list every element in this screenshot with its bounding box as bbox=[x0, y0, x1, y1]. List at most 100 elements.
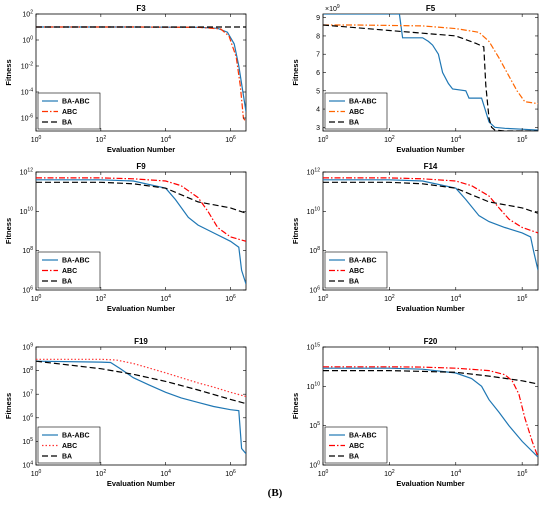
y-axis-label: Fitness bbox=[4, 218, 13, 244]
legend-label-ba: BA bbox=[62, 454, 72, 461]
legend-label-ba: BA bbox=[349, 279, 359, 286]
y-tick-label: 106 bbox=[309, 285, 320, 294]
x-tick-label: 106 bbox=[517, 135, 528, 144]
series-line-ba bbox=[323, 181, 538, 214]
y-tick-label: 106 bbox=[22, 413, 33, 422]
legend-label-abc: ABC bbox=[62, 268, 77, 275]
y-tick-label: 105 bbox=[22, 437, 33, 446]
y-tick-label: 102 bbox=[22, 9, 33, 18]
figure-caption: (B) bbox=[267, 487, 283, 499]
series-line-abc bbox=[323, 24, 538, 105]
x-tick-label: 102 bbox=[96, 135, 107, 144]
legend-label-abc: ABC bbox=[349, 268, 364, 275]
legend-label-ba-abc: BA-ABC bbox=[349, 433, 377, 440]
x-tick-label: 104 bbox=[450, 294, 461, 303]
legend-label-abc: ABC bbox=[349, 443, 364, 450]
chart-f9: 100 102 104 106 106 108 1010 1012 F9 Evaluation N… bbox=[4, 162, 247, 313]
y-tick-label: 108 bbox=[22, 366, 33, 375]
y-tick-label: 100 bbox=[22, 35, 33, 44]
series-line-ba-abc bbox=[36, 179, 246, 285]
y-tick-label: 1015 bbox=[307, 342, 321, 351]
x-tick-label: 100 bbox=[318, 469, 329, 478]
chart-f14: 100 102 104 106 106 108 1010 1012 F14 Evaluation … bbox=[291, 162, 539, 313]
x-tick-label: 106 bbox=[225, 469, 236, 478]
y-tick-label: 10-2 bbox=[21, 61, 33, 70]
y-tick-label: 104 bbox=[22, 460, 33, 469]
x-tick-label: 100 bbox=[31, 294, 42, 303]
x-tick-label: 100 bbox=[31, 135, 42, 144]
legend-label-abc: ABC bbox=[62, 109, 77, 116]
legend-label-ba-abc: BA-ABC bbox=[349, 99, 377, 106]
chart-f20: 100 102 104 106 100 105 1010 1015 F20 Evaluation … bbox=[291, 337, 539, 488]
series-line-ba bbox=[36, 181, 246, 214]
legend-label-ba: BA bbox=[62, 279, 72, 286]
legend-box bbox=[324, 92, 388, 130]
x-axis-label: Evaluation Number bbox=[396, 145, 464, 154]
y-tick-label: 1010 bbox=[307, 382, 321, 391]
series-line-abc bbox=[323, 177, 538, 234]
legend-box bbox=[324, 426, 388, 464]
x-tick-label: 102 bbox=[96, 469, 107, 478]
x-axis-label: Evaluation Number bbox=[396, 304, 464, 313]
y-tick-label: 1012 bbox=[307, 167, 321, 176]
y-tick-label: 3 bbox=[316, 125, 320, 132]
chart-title: F20 bbox=[424, 337, 438, 346]
x-tick-label: 104 bbox=[450, 469, 461, 478]
y-tick-label: 9 bbox=[316, 15, 320, 22]
y-axis-label: Fitness bbox=[291, 393, 300, 419]
y-tick-label: 7 bbox=[316, 52, 320, 59]
series-line-ba-abc bbox=[323, 367, 538, 458]
legend-label-abc: ABC bbox=[62, 443, 77, 450]
chart-title: F19 bbox=[134, 337, 148, 346]
x-tick-label: 100 bbox=[318, 135, 329, 144]
chart-title: F14 bbox=[424, 162, 438, 171]
x-tick-label: 104 bbox=[450, 135, 461, 144]
chart-title: F9 bbox=[136, 162, 146, 171]
x-tick-label: 102 bbox=[384, 294, 395, 303]
y-tick-label: 106 bbox=[22, 285, 33, 294]
x-axis-label: Evaluation Number bbox=[107, 145, 175, 154]
y-tick-label: 1012 bbox=[20, 167, 34, 176]
legend-label-abc: ABC bbox=[349, 109, 364, 116]
y-axis-label: Fitness bbox=[4, 59, 13, 85]
y-axis-label: Fitness bbox=[291, 59, 300, 85]
legend-label-ba: BA bbox=[349, 454, 359, 461]
x-tick-label: 106 bbox=[517, 469, 528, 478]
y-tick-label: 8 bbox=[316, 33, 320, 40]
x-tick-label: 104 bbox=[160, 469, 171, 478]
legend-label-ba-abc: BA-ABC bbox=[62, 433, 90, 440]
legend: BA-ABC ABC BA bbox=[37, 92, 101, 130]
y-tick-label: 105 bbox=[309, 421, 320, 430]
y-tick-label: 108 bbox=[22, 246, 33, 255]
legend-label-ba-abc: BA-ABC bbox=[62, 99, 90, 106]
legend: BA-ABC ABC BA bbox=[324, 92, 388, 130]
legend-box bbox=[324, 251, 388, 289]
chart-title: F5 bbox=[426, 4, 436, 13]
legend-box bbox=[37, 251, 101, 289]
y-tick-label: 1010 bbox=[307, 207, 321, 216]
series-line-abc bbox=[36, 177, 246, 242]
legend-box bbox=[37, 426, 101, 464]
legend: BA-ABC ABC BA bbox=[37, 251, 101, 289]
x-tick-label: 106 bbox=[225, 294, 236, 303]
legend-label-ba-abc: BA-ABC bbox=[62, 258, 90, 265]
x-axis-label: Evaluation Number bbox=[107, 479, 175, 488]
y-tick-label: 10-6 bbox=[21, 113, 33, 122]
x-tick-label: 104 bbox=[160, 294, 171, 303]
series-line-ba bbox=[36, 360, 246, 405]
legend-label-ba: BA bbox=[349, 120, 359, 127]
y-tick-label: 1010 bbox=[20, 207, 34, 216]
x-tick-label: 104 bbox=[160, 135, 171, 144]
y-axis-label: Fitness bbox=[4, 393, 13, 419]
chart-title: F3 bbox=[136, 4, 146, 13]
legend: BA-ABC ABC BA bbox=[37, 426, 101, 464]
series-line-ba-abc bbox=[323, 179, 538, 271]
y-tick-label: 108 bbox=[309, 246, 320, 255]
y-tick-label: 6 bbox=[316, 70, 320, 77]
x-tick-label: 102 bbox=[96, 294, 107, 303]
x-tick-label: 106 bbox=[517, 294, 528, 303]
chart-f19: 100 102 104 106 104 105 106 107 108 109 F19 Evaluat… bbox=[4, 337, 247, 488]
x-tick-label: 106 bbox=[225, 135, 236, 144]
y-tick-label: 5 bbox=[316, 88, 320, 95]
